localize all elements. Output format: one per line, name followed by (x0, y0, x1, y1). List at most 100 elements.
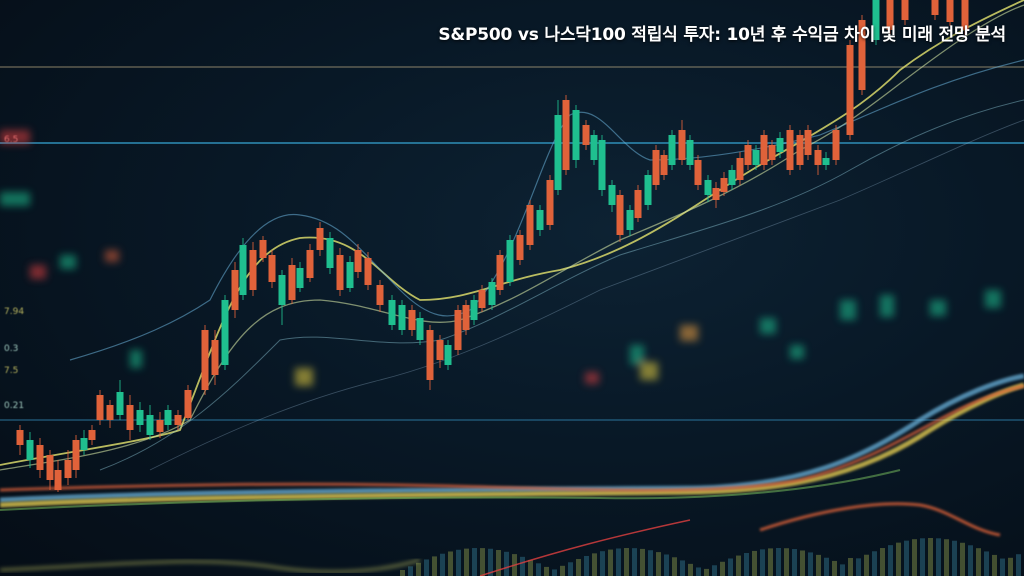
histogram-bar (656, 552, 661, 576)
candle-body (336, 255, 344, 290)
histogram-bar (584, 555, 589, 576)
candle-body (686, 140, 694, 165)
candle-body (106, 405, 114, 420)
candle-body (316, 228, 324, 250)
candle-body (259, 240, 267, 258)
candle-body (388, 300, 396, 325)
candle-body (164, 410, 172, 425)
histogram-bar (808, 552, 813, 576)
histogram-bar (792, 549, 797, 576)
candle-body (590, 135, 598, 160)
candle-body (760, 135, 768, 165)
histogram-bar (832, 560, 837, 576)
candle-body (961, 0, 969, 30)
histogram-bar (888, 545, 893, 576)
histogram-bar (696, 567, 701, 576)
histogram-bar (488, 548, 493, 576)
histogram-bar (448, 551, 453, 576)
candle-body (901, 0, 909, 20)
histogram-bar (496, 549, 501, 576)
candle-body (694, 160, 702, 185)
candle-body (832, 130, 840, 160)
histogram-bar (992, 554, 997, 576)
candle-body (54, 470, 62, 490)
histogram-bar (984, 551, 989, 576)
candle-body (712, 188, 720, 200)
histogram-bar (440, 553, 445, 576)
histogram-bar (840, 564, 845, 576)
candle-body (776, 138, 784, 152)
candle-body (231, 270, 239, 310)
candle-body (174, 415, 182, 425)
candle-body (326, 238, 334, 268)
candle-body (462, 305, 470, 330)
candle-body (444, 345, 452, 365)
candle-body (346, 262, 354, 288)
histogram-bar (800, 550, 805, 576)
candle-body (822, 158, 830, 165)
histogram-bar (424, 559, 429, 576)
candle-body (872, 0, 880, 40)
histogram-bar (552, 569, 557, 576)
side-price-label: 6.5 (4, 135, 19, 145)
candle-body (652, 150, 660, 185)
histogram-bar (400, 570, 405, 576)
histogram-bar (744, 552, 749, 576)
candle-body (660, 155, 668, 175)
histogram-bar (920, 538, 925, 576)
histogram-bar (936, 538, 941, 576)
histogram-bar (728, 558, 733, 576)
histogram-bar (768, 548, 773, 576)
histogram-bar (600, 551, 605, 576)
histogram-bar (576, 558, 581, 576)
signal-line-yellow (0, 558, 421, 573)
candle-body (886, 0, 894, 30)
side-price-label: 0.3 (4, 344, 19, 354)
candle-body (516, 235, 524, 260)
bottom-indicator-waves (0, 373, 1024, 511)
candle-body (80, 438, 88, 450)
candle-body (814, 150, 822, 165)
candle-body (239, 245, 247, 295)
histogram-bar (952, 540, 957, 576)
signal-line-red (479, 519, 691, 576)
histogram-bar (504, 551, 509, 576)
candle-body (752, 150, 760, 165)
candle-body (931, 0, 939, 15)
candle-body (416, 318, 424, 340)
candle-body (36, 445, 44, 470)
candle-body (644, 175, 652, 205)
candle-body (72, 440, 80, 470)
candle-body (126, 405, 134, 430)
histogram-bar (616, 548, 621, 576)
ma-line-light (0, 4, 1024, 471)
candle-body (436, 340, 444, 360)
histogram-bar (760, 549, 765, 576)
candle-body (704, 180, 712, 195)
candle-body (546, 180, 554, 225)
histogram-bar (720, 561, 725, 576)
histogram-bar (480, 548, 485, 576)
histogram-bar (1000, 558, 1005, 576)
histogram-bar (568, 562, 573, 576)
histogram-bar (680, 560, 685, 576)
histogram-bar (608, 549, 613, 576)
histogram-bar (456, 549, 461, 576)
histogram-bar (416, 562, 421, 576)
candle-body (454, 310, 462, 350)
candle-body (470, 300, 478, 320)
histogram-bar (776, 548, 781, 576)
signal-line-orange (759, 502, 1001, 537)
candle-body (478, 290, 486, 308)
candle-body (268, 255, 276, 282)
candle-body (426, 330, 434, 380)
indicator-wave-green (0, 469, 901, 511)
candle-body (736, 158, 744, 180)
candle-body (616, 195, 624, 235)
histogram-bar (536, 563, 541, 576)
histogram-bar (816, 554, 821, 576)
histogram-bar (1008, 557, 1013, 576)
ma-line-band-outer (149, 119, 1024, 471)
candle-body (156, 420, 164, 432)
